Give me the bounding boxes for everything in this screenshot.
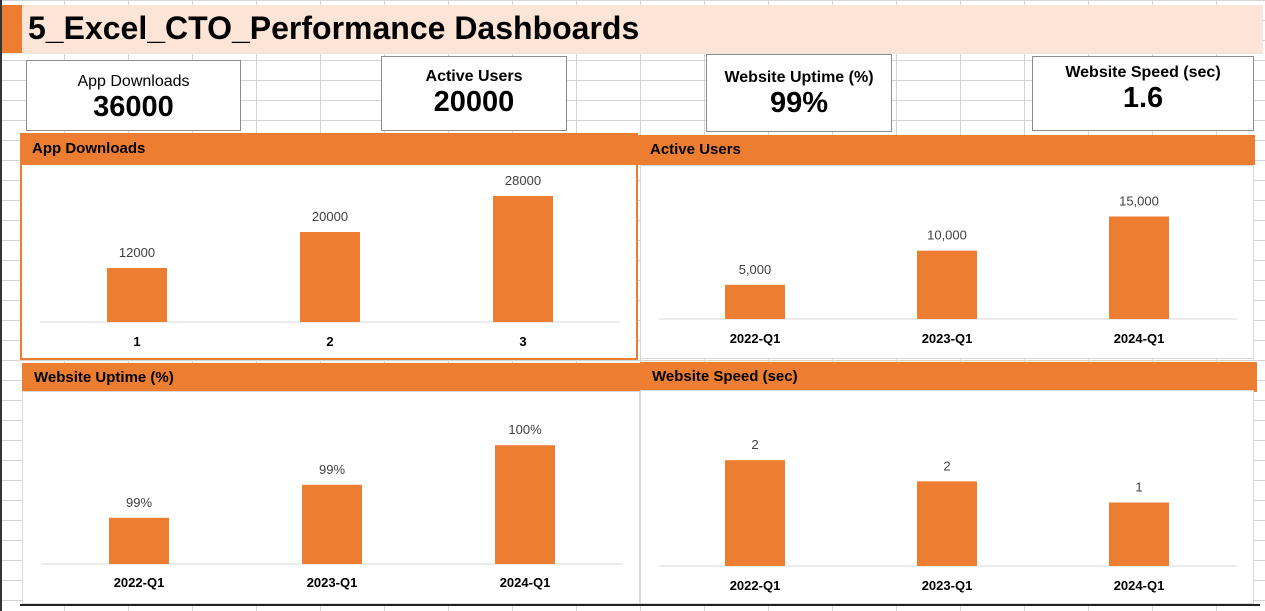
bar-website-uptime-3	[495, 445, 555, 564]
chart-website-speed[interactable]: 2 2022-Q1 2 2023-Q1 1 2024-Q1	[640, 390, 1254, 604]
data-label: 28000	[505, 173, 541, 188]
bar-app-downloads-2	[300, 232, 360, 322]
title-marker	[2, 5, 22, 53]
bar-website-speed-3	[1109, 502, 1169, 566]
category-label: 2024-Q1	[1114, 578, 1165, 593]
chart-website-uptime-svg: 99% 2022-Q1 99% 2023-Q1 100% 2024-Q1	[41, 422, 623, 590]
category-label: 2023-Q1	[307, 575, 358, 590]
category-label: 2024-Q1	[500, 575, 551, 590]
title-band	[2, 5, 1263, 54]
bar-website-speed-2	[917, 481, 977, 566]
category-label: 2024-Q1	[1114, 331, 1165, 346]
data-label: 20000	[312, 209, 348, 224]
kpi-label: Active Users	[425, 68, 523, 85]
kpi-value: 20000	[433, 86, 515, 118]
chart-active-users-svg: 5,000 2022-Q1 10,000 2023-Q1 15,000 2024-Q1	[659, 194, 1237, 346]
category-label: 3	[519, 334, 526, 349]
panel-header-app-downloads: App Downloads	[20, 133, 638, 163]
sheet-edge	[0, 0, 2, 611]
panel-header-website-uptime: Website Uptime (%)	[22, 363, 640, 393]
bar-active-users-2	[917, 250, 977, 319]
kpi-label: Website Uptime (%)	[724, 69, 874, 86]
data-label: 12000	[119, 245, 155, 260]
category-label: 2	[326, 334, 333, 349]
chart-active-users[interactable]: 5,000 2022-Q1 10,000 2023-Q1 15,000 2024-Q1	[640, 165, 1254, 359]
bar-website-uptime-2	[302, 484, 362, 564]
kpi-website-speed[interactable]: Website Speed (sec) 1.6	[1032, 56, 1254, 131]
category-label: 2023-Q1	[922, 578, 973, 593]
kpi-app-downloads[interactable]: App Downloads 36000	[26, 60, 241, 131]
data-label: 5,000	[739, 262, 772, 277]
kpi-label: Website Speed (sec)	[1065, 64, 1221, 81]
sheet-bottom-border	[20, 604, 1260, 606]
kpi-website-uptime[interactable]: Website Uptime (%) 99%	[706, 54, 892, 132]
chart-app-downloads-svg: 12000 1 20000 2 28000 3	[40, 173, 620, 349]
data-label: 100%	[508, 422, 542, 437]
chart-website-speed-svg: 2 2022-Q1 2 2023-Q1 1 2024-Q1	[659, 437, 1237, 593]
kpi-value: 99%	[769, 87, 829, 119]
kpi-label: App Downloads	[77, 73, 190, 90]
data-label: 2	[943, 458, 950, 473]
bar-app-downloads-3	[493, 196, 553, 322]
data-label: 2	[751, 437, 758, 452]
category-label: 2022-Q1	[114, 575, 165, 590]
kpi-value: 36000	[93, 91, 174, 123]
kpi-active-users[interactable]: Active Users 20000	[381, 56, 567, 131]
data-label: 99%	[319, 462, 345, 477]
data-label: 1	[1135, 480, 1142, 495]
bar-active-users-1	[725, 284, 785, 319]
data-label: 10,000	[927, 228, 967, 243]
chart-website-uptime[interactable]: 99% 2022-Q1 99% 2023-Q1 100% 2024-Q1	[22, 391, 640, 604]
panel-header-website-speed: Website Speed (sec)	[640, 362, 1257, 392]
panel-header-active-users: Active Users	[638, 135, 1255, 165]
chart-app-downloads[interactable]: 12000 1 20000 2 28000 3	[20, 163, 638, 360]
bar-app-downloads-1	[107, 268, 167, 322]
data-label: 15,000	[1119, 194, 1159, 209]
category-label: 2022-Q1	[730, 331, 781, 346]
category-label: 2023-Q1	[922, 331, 973, 346]
category-label: 1	[133, 334, 140, 349]
bar-website-speed-1	[725, 460, 785, 566]
bar-website-uptime-1	[109, 517, 169, 564]
data-label: 99%	[126, 495, 152, 510]
category-label: 2022-Q1	[730, 578, 781, 593]
bar-active-users-3	[1109, 216, 1169, 319]
kpi-value: 1.6	[1122, 82, 1164, 114]
dashboard-title: 5_Excel_CTO_Performance Dashboards	[28, 10, 640, 46]
